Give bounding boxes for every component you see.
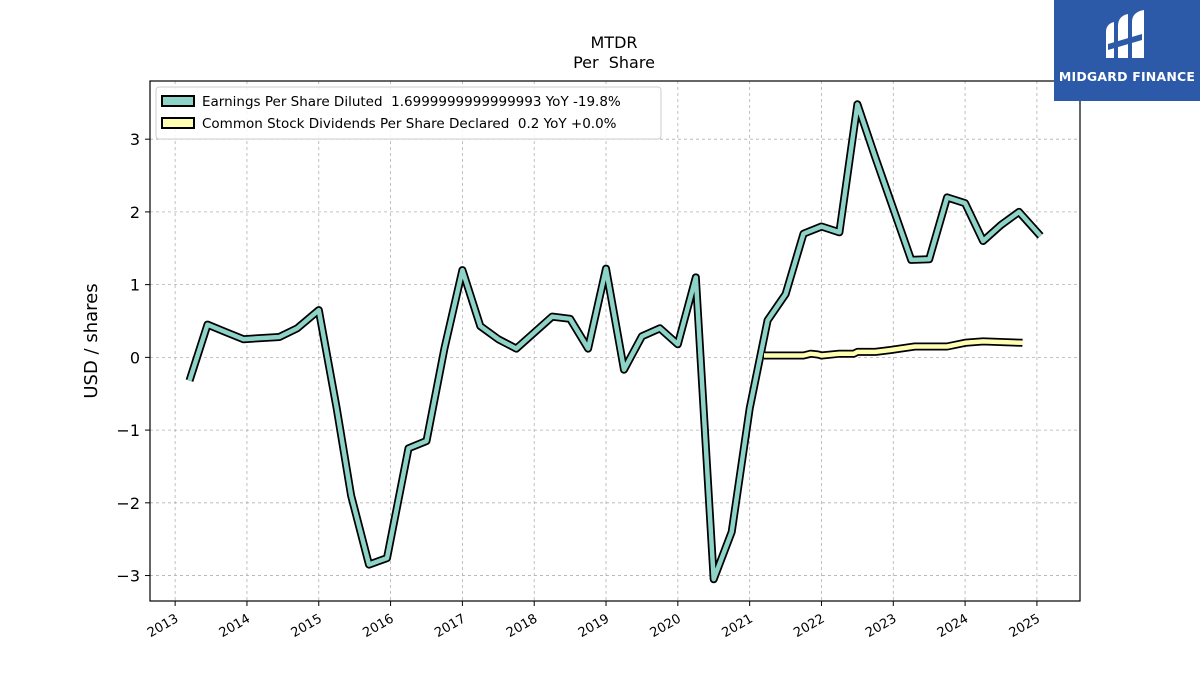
x-tick-label: 2014 xyxy=(217,611,253,641)
chart-title: MTDR xyxy=(590,33,637,52)
y-tick-label: 1 xyxy=(130,276,140,295)
y-tick-label: −3 xyxy=(116,567,140,586)
logo-icon xyxy=(1106,10,1144,58)
x-tick-label: 2022 xyxy=(791,611,827,641)
y-tick-label: −1 xyxy=(116,421,140,440)
x-tick-label: 2017 xyxy=(432,611,468,641)
y-axis-label: USD / shares xyxy=(81,283,102,398)
legend-label-1: Common Stock Dividends Per Share Declare… xyxy=(202,116,617,132)
series-0-line xyxy=(187,102,1043,582)
logo-text: MIDGARD FINANCE xyxy=(1058,69,1196,84)
y-tick-label: 3 xyxy=(130,130,140,149)
grid-lines xyxy=(150,81,1080,601)
series-0-outline xyxy=(185,100,1044,584)
y-tick-label: 0 xyxy=(130,348,140,367)
brand-logo: MIDGARD FINANCE xyxy=(1054,0,1200,101)
legend: Earnings Per Share Diluted 1.69999999999… xyxy=(155,86,662,140)
legend-label-0: Earnings Per Share Diluted 1.69999999999… xyxy=(202,94,621,110)
x-tick-label: 2020 xyxy=(648,611,684,641)
series-lines xyxy=(185,100,1044,584)
series-1-line xyxy=(764,339,1023,358)
legend-swatch-1 xyxy=(161,117,195,129)
x-tick-label: 2013 xyxy=(145,611,181,641)
x-tick-label: 2019 xyxy=(576,611,612,641)
legend-swatch-0 xyxy=(161,95,195,107)
x-tick-label: 2024 xyxy=(935,611,971,641)
x-tick-label: 2025 xyxy=(1007,611,1043,641)
y-tick-label: 2 xyxy=(130,203,140,222)
legend-box xyxy=(155,86,662,140)
plot-frame xyxy=(149,80,1081,602)
x-tick-label: 2015 xyxy=(289,611,325,641)
x-tick-label: 2021 xyxy=(719,611,755,641)
axis-ticks: −3 −2 −1 0 1 2 3 2013 2014 2015 2016 2017 2018 2019 20… xyxy=(116,130,1043,641)
x-tick-label: 2016 xyxy=(360,611,396,641)
y-tick-label: −2 xyxy=(116,494,140,513)
x-tick-label: 2018 xyxy=(504,611,540,641)
x-tick-label: 2023 xyxy=(863,611,899,641)
chart-subtitle: Per Share xyxy=(573,53,655,72)
